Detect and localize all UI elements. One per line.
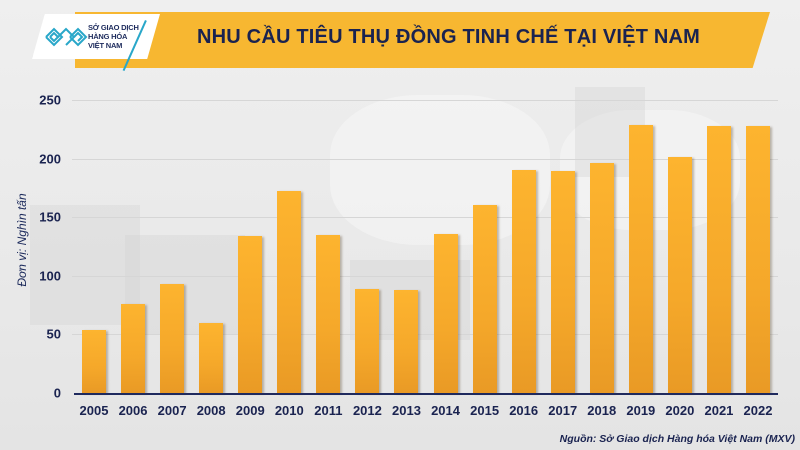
x-tick-label: 2010	[274, 403, 304, 418]
bar-2017	[550, 171, 575, 393]
x-tick-label: 2015	[470, 403, 500, 418]
x-tick-label: 2009	[235, 403, 265, 418]
logo-line-1: SỞ GIAO DỊCH	[88, 23, 139, 32]
bar-2020	[667, 157, 692, 393]
x-tick-label: 2022	[743, 403, 773, 418]
bar-2018	[589, 163, 614, 393]
x-tick-label: 2013	[392, 403, 421, 418]
x-tick-label: 2017	[548, 403, 578, 418]
x-tick-label: 2005	[79, 403, 109, 418]
x-tick-label: 2019	[626, 403, 656, 418]
x-tick-label: 2018	[587, 403, 617, 418]
bar-2008	[199, 322, 224, 393]
bar-2010	[277, 191, 302, 393]
bar-2021	[706, 125, 731, 393]
logo-text: SỞ GIAO DỊCH HÀNG HÓA VIỆT NAM	[88, 23, 139, 50]
x-tick-label: 2007	[157, 403, 187, 418]
x-tick-label: 2014	[431, 403, 460, 418]
x-axis-line	[74, 393, 778, 395]
bar-2005	[82, 329, 106, 393]
bar-2007	[160, 284, 185, 393]
gridline	[72, 334, 778, 336]
x-tick-label: 2020	[665, 403, 695, 418]
gridline	[72, 275, 778, 277]
logo-line-2: HÀNG HÓA	[88, 32, 128, 41]
source-note: Nguồn: Sở Giao dịch Hàng hóa Việt Nam (M…	[559, 433, 795, 445]
x-tick-label: 2011	[314, 403, 343, 418]
y-tick-label: 150	[39, 209, 61, 225]
bar-2006	[121, 303, 146, 393]
x-tick-label: 2012	[352, 403, 382, 418]
x-tick-label: 2008	[196, 403, 226, 418]
y-tick-label: 200	[39, 151, 61, 167]
x-tick-label: 2021	[704, 403, 734, 418]
title-banner	[75, 12, 770, 68]
y-tick-label: 0	[53, 385, 61, 401]
bar-2013	[394, 289, 419, 393]
bar-2016	[511, 170, 536, 393]
x-tick-label: 2006	[118, 403, 148, 418]
bar-2022	[746, 125, 771, 393]
gridline	[72, 100, 778, 101]
bar-2011	[316, 234, 341, 393]
x-tick-label: 2016	[509, 403, 539, 418]
bar-2012	[355, 288, 380, 393]
y-tick-label: 50	[46, 326, 61, 342]
logo-line-3: VIỆT NAM	[88, 41, 123, 50]
gridline	[72, 217, 778, 219]
bar-2015	[472, 205, 497, 393]
mxv-logo-icon	[45, 27, 88, 47]
gridline	[72, 158, 778, 160]
chart-title: NHU CẦU TIÊU THỤ ĐỒNG TINH CHẾ TẠI VIỆT …	[197, 26, 701, 48]
bar-2019	[628, 124, 653, 393]
bar-2009	[238, 235, 263, 393]
bar-2014	[433, 233, 458, 393]
y-tick-label: 250	[39, 92, 61, 108]
y-tick-label: 100	[39, 268, 61, 284]
